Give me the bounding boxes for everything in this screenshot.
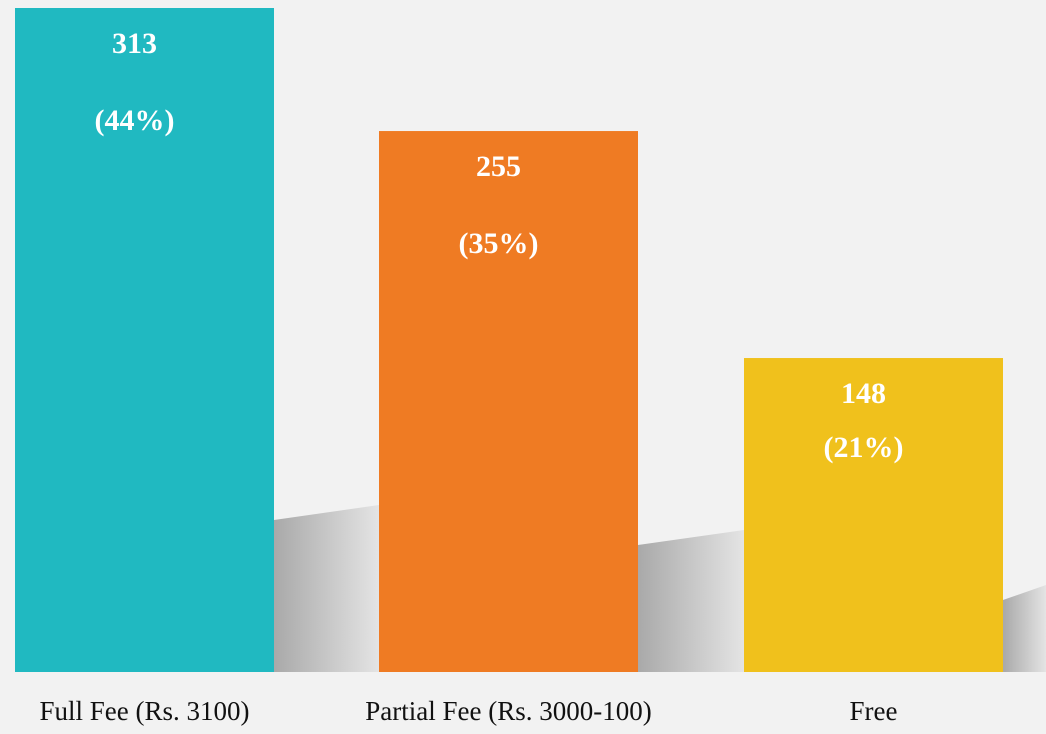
value-label: 313 xyxy=(112,27,157,60)
value-label: 148 xyxy=(841,377,886,410)
bar-shadow xyxy=(274,505,379,672)
x-tick-label: Partial Fee (Rs. 3000-100) xyxy=(365,696,651,726)
bar-shadow xyxy=(638,530,744,672)
percent-label: (44%) xyxy=(95,104,175,137)
value-label: 255 xyxy=(476,150,521,183)
bar xyxy=(379,131,638,673)
bar xyxy=(15,8,274,672)
percent-label: (21%) xyxy=(824,431,904,464)
percent-label: (35%) xyxy=(459,227,539,260)
x-tick-label: Free xyxy=(850,696,898,726)
x-tick-label: Full Fee (Rs. 3100) xyxy=(39,696,249,726)
bar-shadow xyxy=(1003,585,1046,672)
bar xyxy=(744,358,1003,672)
